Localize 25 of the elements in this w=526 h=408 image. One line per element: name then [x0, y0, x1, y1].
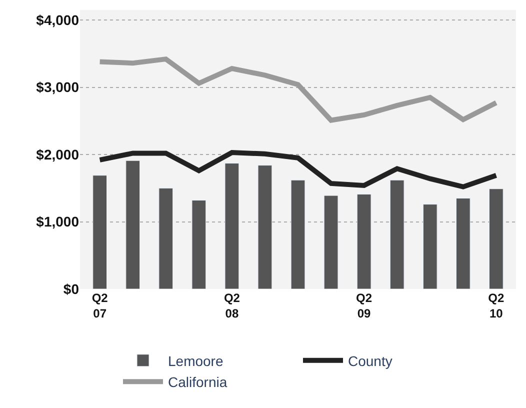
- bar: [422, 204, 438, 289]
- x-tick-label: Q2 07: [92, 291, 108, 321]
- bar: [290, 180, 306, 289]
- y-tick-label: $2,000: [36, 146, 80, 162]
- y-tick-label: $1,000: [36, 214, 80, 230]
- legend-label: County: [348, 352, 392, 369]
- bar: [324, 195, 338, 289]
- bar: [489, 188, 504, 289]
- y-tick-label: $4,000: [36, 12, 80, 28]
- bar: [126, 160, 140, 289]
- y-tick-label: $3,000: [36, 79, 80, 96]
- bar: [456, 198, 470, 289]
- x-tick-label: Q2 08: [224, 291, 240, 321]
- legend-label: Lemoore: [168, 352, 224, 369]
- x-tick-label: Q2 09: [356, 291, 372, 321]
- bar: [192, 200, 206, 289]
- bar: [92, 175, 107, 289]
- legend-label: California: [168, 374, 228, 390]
- bar: [258, 165, 272, 289]
- y-tick-label: $0: [63, 280, 80, 297]
- bar: [356, 194, 372, 289]
- bar: [390, 180, 404, 289]
- bar: [158, 188, 174, 289]
- x-tick-label: Q2 10: [488, 291, 505, 321]
- bar: [224, 163, 240, 289]
